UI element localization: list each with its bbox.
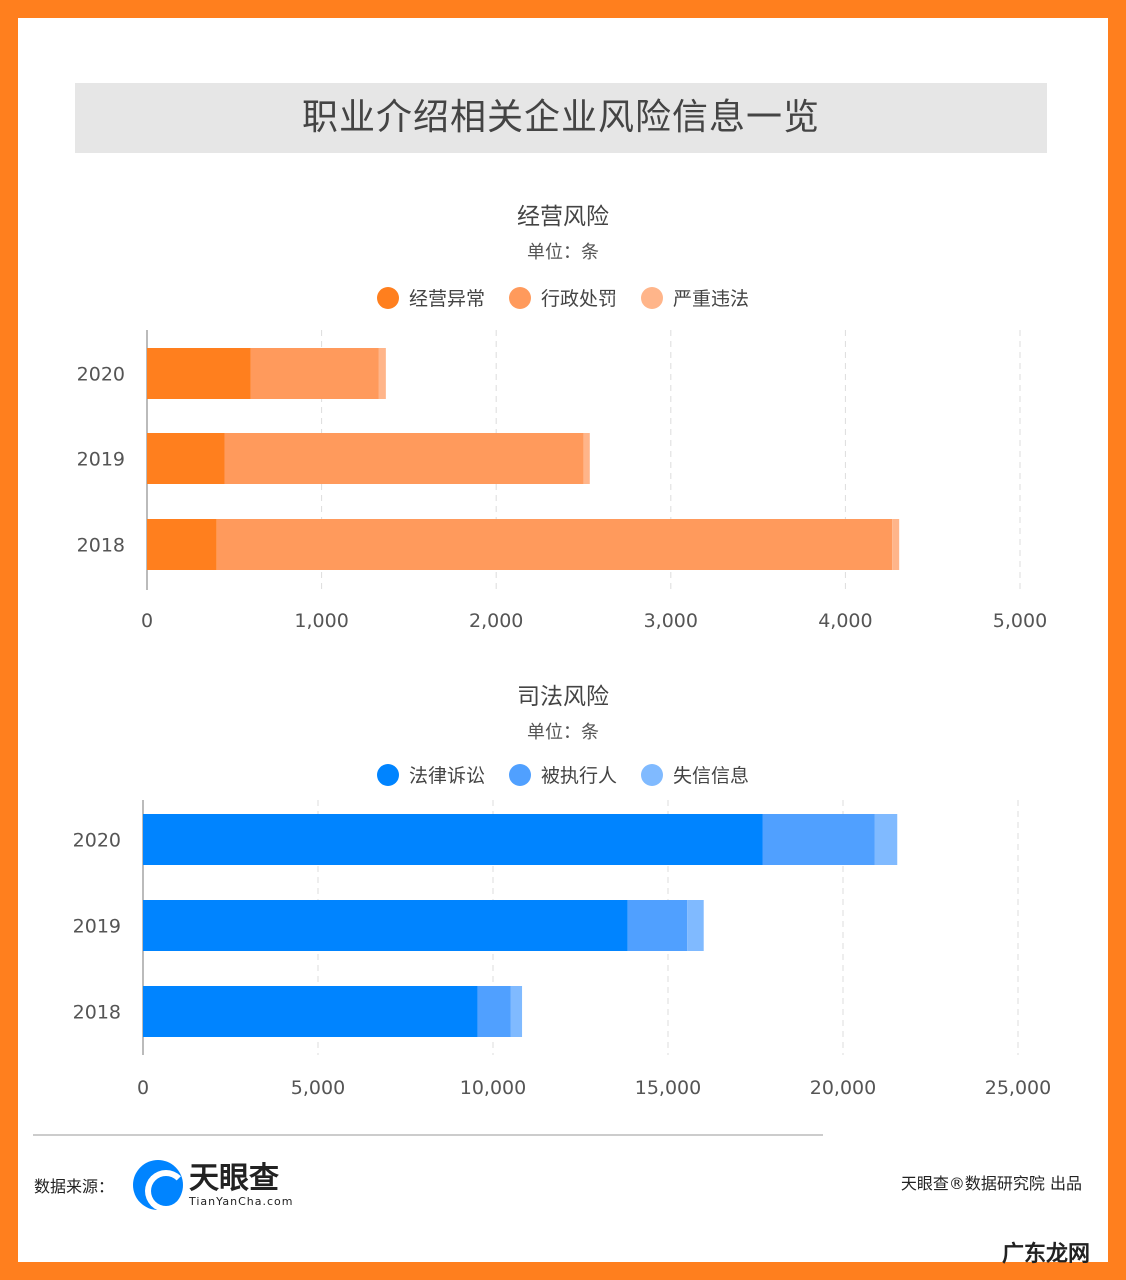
legend-dot [641, 286, 663, 309]
legend-label: 被执行人 [540, 765, 617, 787]
bar-segment [147, 519, 217, 570]
bar-segment [147, 348, 251, 399]
divider [33, 1134, 823, 1136]
logo-sub: TianYanCha.com [189, 1194, 294, 1208]
y-tick-label: 2018 [73, 1002, 121, 1024]
bar-segment [143, 900, 628, 951]
y-tick-label: 2019 [77, 449, 125, 471]
x-tick-label: 4,000 [818, 610, 872, 632]
legend-dot [508, 763, 531, 786]
x-tick-label: 15,000 [635, 1077, 701, 1099]
legend-label: 法律诉讼 [408, 765, 485, 787]
legend-label: 行政处罚 [540, 288, 617, 310]
bar-segment [250, 348, 379, 399]
x-tick-label: 5,000 [291, 1077, 345, 1099]
bar-segment [224, 433, 584, 484]
bar-segment [627, 900, 688, 951]
legend-item: 被执行人 [508, 761, 617, 788]
logo-icon [133, 1160, 187, 1212]
chart2-title: 司法风险 [517, 684, 609, 710]
x-tick-label: 20,000 [810, 1077, 876, 1099]
legend-label: 经营异常 [408, 288, 485, 310]
bar-segment [378, 348, 386, 399]
y-tick-label: 2018 [77, 535, 125, 557]
legend-dot [508, 286, 531, 309]
bar-segment [510, 986, 523, 1037]
logo-text: 天眼查 [189, 1160, 279, 1196]
x-tick-label: 0 [141, 610, 153, 632]
bar-segment [143, 814, 763, 865]
publisher: 天眼查®数据研究院 出品 [900, 1174, 1082, 1193]
legend-item: 失信信息 [641, 761, 749, 788]
bar-segment [583, 433, 590, 484]
x-tick-label: 10,000 [460, 1077, 526, 1099]
page-title: 职业介绍相关企业风险信息一览 [75, 83, 1047, 153]
bar-segment [216, 519, 893, 570]
bar-segment [687, 900, 704, 951]
tianyancha-logo: 天眼查 TianYanCha.com [133, 1160, 294, 1212]
y-tick-label: 2020 [77, 364, 125, 386]
x-tick-label: 2,000 [469, 610, 523, 632]
source-label: 数据来源： [34, 1177, 115, 1196]
x-tick-label: 3,000 [644, 610, 698, 632]
legend-item: 行政处罚 [508, 284, 617, 311]
chart1-unit: 单位：条 [527, 242, 599, 263]
legend-label: 失信信息 [673, 765, 750, 787]
chart2-unit: 单位：条 [527, 722, 599, 743]
chart1-title: 经营风险 [517, 204, 609, 230]
canvas [18, 18, 1108, 1262]
legend-dot [641, 763, 663, 786]
chart2-legend: 法律诉讼 被执行人 失信信息 [0, 761, 1126, 788]
legend-item: 法律诉讼 [376, 761, 485, 788]
bar-segment [762, 814, 875, 865]
legend-dot [376, 286, 399, 309]
x-tick-label: 1,000 [294, 610, 348, 632]
bar-segment [143, 986, 478, 1037]
y-tick-label: 2019 [73, 916, 121, 938]
bar-segment [892, 519, 900, 570]
bar-segment [477, 986, 511, 1037]
x-tick-label: 0 [137, 1077, 149, 1099]
watermark: 广东龙网 [1001, 1242, 1090, 1267]
legend-dot [376, 763, 399, 786]
legend-label: 严重违法 [673, 288, 750, 310]
chart1-legend: 经营异常 行政处罚 严重违法 [0, 284, 1126, 311]
x-tick-label: 5,000 [993, 610, 1047, 632]
legend-item: 严重违法 [641, 284, 749, 311]
bar-segment [874, 814, 898, 865]
legend-item: 经营异常 [376, 284, 485, 311]
y-tick-label: 2020 [73, 830, 121, 852]
bar-segment [147, 433, 225, 484]
x-tick-label: 25,000 [985, 1077, 1051, 1099]
